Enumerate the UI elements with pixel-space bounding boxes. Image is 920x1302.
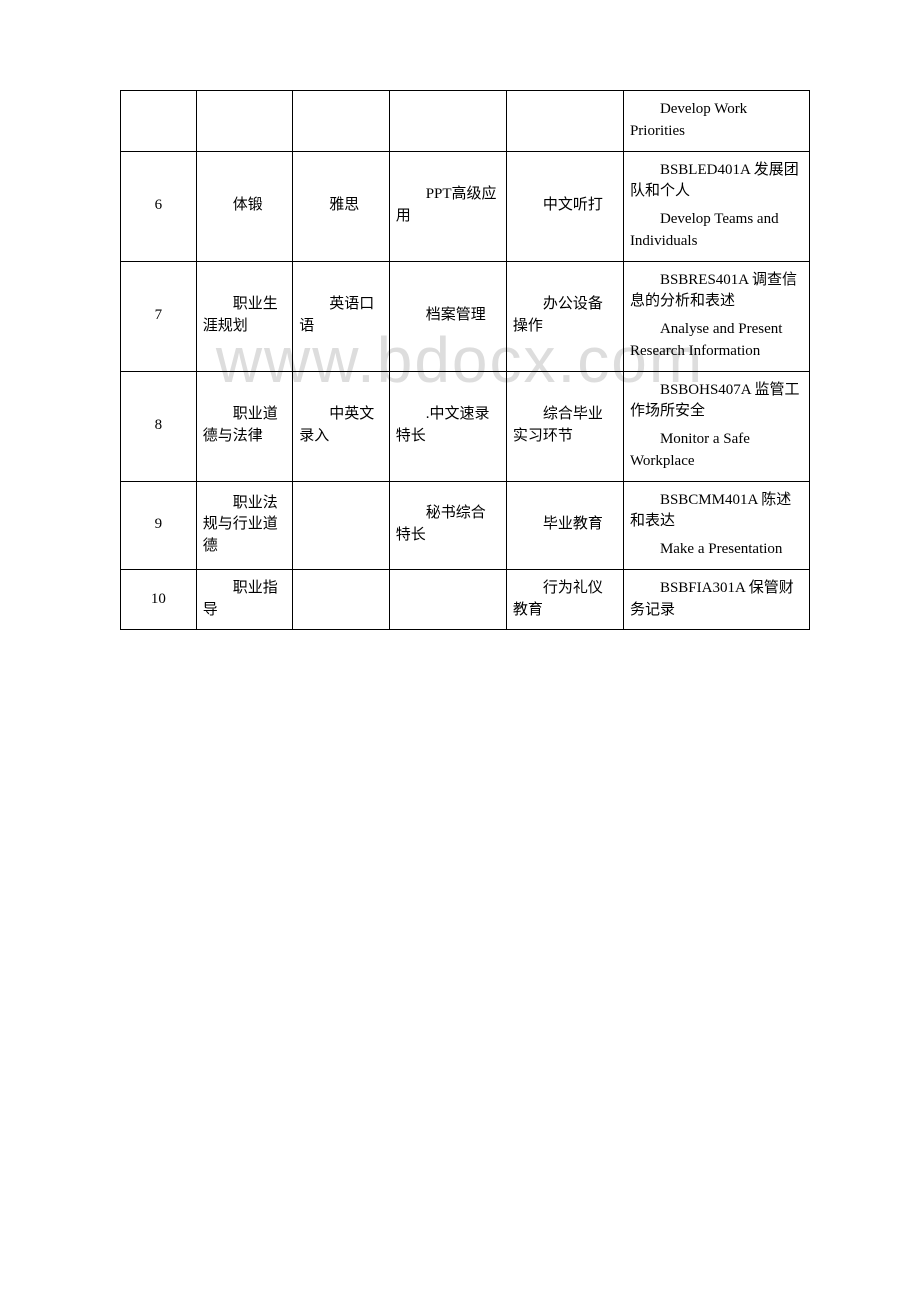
table-row: 8 职业道德与法律 中英文录入 .中文速录特长 综合毕业实习环节 BSBOHS4…: [121, 371, 810, 481]
cell-text: 办公设备操作: [513, 294, 617, 338]
cell-text: 职业道德与法律: [203, 404, 286, 448]
document-page: www.bdocx.com Develop Work Priorities: [0, 0, 920, 720]
cell: [506, 91, 623, 152]
row-number: 10: [121, 569, 197, 630]
cell: BSBRES401A 调查信息的分析和表述 Analyse and Presen…: [623, 261, 809, 371]
cell-text: 秘书综合特长: [396, 503, 500, 547]
cell: [389, 569, 506, 630]
row-number: 8: [121, 371, 197, 481]
cell: PPT高级应用: [389, 151, 506, 261]
cell: 办公设备操作: [506, 261, 623, 371]
cell-text: Develop Work Priorities: [630, 99, 803, 143]
cell: [389, 91, 506, 152]
cell: BSBLED401A 发展团队和个人 Develop Teams and Ind…: [623, 151, 809, 261]
cell-text: 综合毕业实习环节: [513, 404, 617, 448]
cell: [196, 91, 292, 152]
cell-text: 中文听打: [513, 195, 617, 217]
row-number: 9: [121, 481, 197, 569]
cell-text: 职业法规与行业道德: [203, 493, 286, 558]
cell: [293, 91, 389, 152]
cell: 行为礼仪教育: [506, 569, 623, 630]
cell-text: BSBCMM401A 陈述和表达: [630, 490, 803, 534]
cell: .中文速录特长: [389, 371, 506, 481]
cell-text: 职业指导: [203, 578, 286, 622]
cell-text: PPT高级应用: [396, 184, 500, 228]
cell-text: .中文速录特长: [396, 404, 500, 448]
cell-text: BSBRES401A 调查信息的分析和表述: [630, 270, 803, 314]
cell: 职业道德与法律: [196, 371, 292, 481]
table-row: Develop Work Priorities: [121, 91, 810, 152]
cell-text: 职业生涯规划: [203, 294, 286, 338]
table-row: 10 职业指导 行为礼仪教育 BSBFIA301A 保管财务记录: [121, 569, 810, 630]
cell-text: 雅思: [299, 195, 382, 217]
cell: BSBFIA301A 保管财务记录: [623, 569, 809, 630]
cell: BSBCMM401A 陈述和表达 Make a Presentation: [623, 481, 809, 569]
cell-text: 档案管理: [396, 305, 500, 327]
cell: 秘书综合特长: [389, 481, 506, 569]
cell: 档案管理: [389, 261, 506, 371]
row-number: 7: [121, 261, 197, 371]
cell-text: BSBLED401A 发展团队和个人: [630, 160, 803, 204]
table-row: 7 职业生涯规划 英语口语 档案管理 办公设备操作 BSBRES401A 调查信…: [121, 261, 810, 371]
cell: 体锻: [196, 151, 292, 261]
cell-text: Analyse and Present Research Information: [630, 319, 803, 363]
cell: 综合毕业实习环节: [506, 371, 623, 481]
cell-text: 体锻: [203, 195, 286, 217]
cell-text: 英语口语: [299, 294, 382, 338]
cell-text: Make a Presentation: [630, 539, 803, 561]
cell-text: 毕业教育: [513, 514, 617, 536]
table-row: 9 职业法规与行业道德 秘书综合特长 毕业教育 BSBCMM401A 陈述和表达…: [121, 481, 810, 569]
cell-text: 中英文录入: [299, 404, 382, 448]
cell: [293, 569, 389, 630]
row-number: 6: [121, 151, 197, 261]
cell: 英语口语: [293, 261, 389, 371]
cell: 毕业教育: [506, 481, 623, 569]
cell: 中英文录入: [293, 371, 389, 481]
row-number: [121, 91, 197, 152]
cell-text: BSBFIA301A 保管财务记录: [630, 578, 803, 622]
cell: 职业生涯规划: [196, 261, 292, 371]
cell: 职业法规与行业道德: [196, 481, 292, 569]
cell-text: Develop Teams and Individuals: [630, 209, 803, 253]
cell: 职业指导: [196, 569, 292, 630]
cell-text: 行为礼仪教育: [513, 578, 617, 622]
curriculum-table: Develop Work Priorities 6 体锻 雅思 PPT高级应用 …: [120, 90, 810, 630]
cell: 雅思: [293, 151, 389, 261]
cell-text: Monitor a Safe Workplace: [630, 429, 803, 473]
cell-text: BSBOHS407A 监管工作场所安全: [630, 380, 803, 424]
cell: [293, 481, 389, 569]
cell: BSBOHS407A 监管工作场所安全 Monitor a Safe Workp…: [623, 371, 809, 481]
cell: Develop Work Priorities: [623, 91, 809, 152]
table-row: 6 体锻 雅思 PPT高级应用 中文听打 BSBLED401A 发展团队和个人 …: [121, 151, 810, 261]
cell: 中文听打: [506, 151, 623, 261]
